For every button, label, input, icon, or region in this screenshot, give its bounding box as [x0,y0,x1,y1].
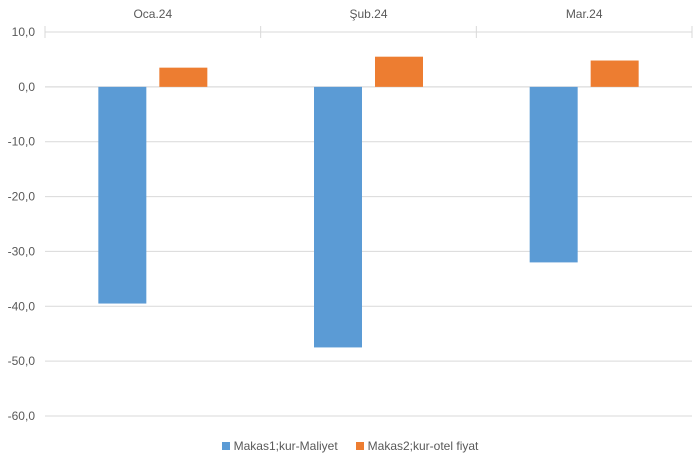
legend-label-series-2: Makas2;kur-otel fiyat [367,439,479,453]
legend: Makas1;kur-Maliyet Makas2;kur-otel fiyat [0,439,700,453]
category-label: Oca.24 [133,7,172,21]
bar-series-2 [590,60,639,87]
y-tick-label: -10,0 [8,135,36,149]
bar-series-2 [375,56,423,87]
y-tick-label: -20,0 [8,190,36,204]
legend-swatch-series-2 [355,442,364,450]
y-tick-label: -50,0 [8,354,36,368]
legend-item-series-1: Makas1;kur-Maliyet [221,439,338,453]
legend-item-series-2: Makas2;kur-otel fiyat [355,439,479,453]
bar-series-1 [314,86,362,348]
y-tick-label: 10,0 [12,25,36,39]
y-tick-label: -30,0 [8,244,36,258]
bar-series-2 [159,67,208,87]
bar-series-1 [98,86,147,304]
legend-label-series-1: Makas1;kur-Maliyet [233,439,338,453]
category-label: Şub.24 [349,7,387,21]
category-label: Mar.24 [566,7,603,21]
y-tick-label: 0,0 [18,80,35,94]
bar-series-1 [529,86,578,263]
y-tick-label: -40,0 [8,299,36,313]
legend-swatch-series-1 [221,442,230,450]
y-tick-label: -60,0 [8,409,36,423]
